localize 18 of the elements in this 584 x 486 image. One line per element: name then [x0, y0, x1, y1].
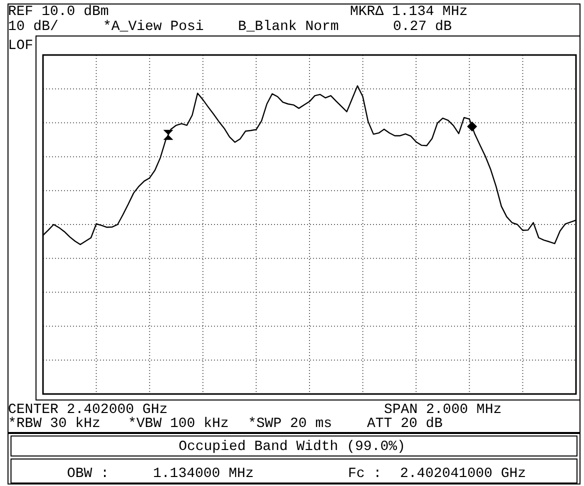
text: 0.27 dB [393, 19, 452, 35]
text: MKRΔ 1.134 MHz [350, 4, 468, 20]
text: 2.402041000 GHz [400, 466, 526, 482]
text: SPAN 2.000 MHz [384, 402, 502, 418]
text: ATT 20 dB [367, 416, 443, 432]
text: *VBW 100 kHz [128, 416, 229, 432]
text: *A_View Posi [103, 19, 204, 35]
text: 1.134000 MHz [153, 466, 254, 482]
text: *RBW 30 kHz [8, 416, 100, 432]
text: LOF [8, 38, 34, 54]
text: OBW : [67, 466, 110, 482]
text: Occupied Band Width (99.0%) [178, 439, 406, 455]
text: CENTER 2.402000 GHz [8, 402, 168, 418]
text: *SWP 20 ms [248, 416, 332, 432]
text: B_Blank Norm [238, 19, 339, 35]
text: Fc : [348, 466, 382, 482]
text: 10 dB/ [8, 19, 58, 35]
text: REF 10.0 dBm [8, 4, 109, 20]
